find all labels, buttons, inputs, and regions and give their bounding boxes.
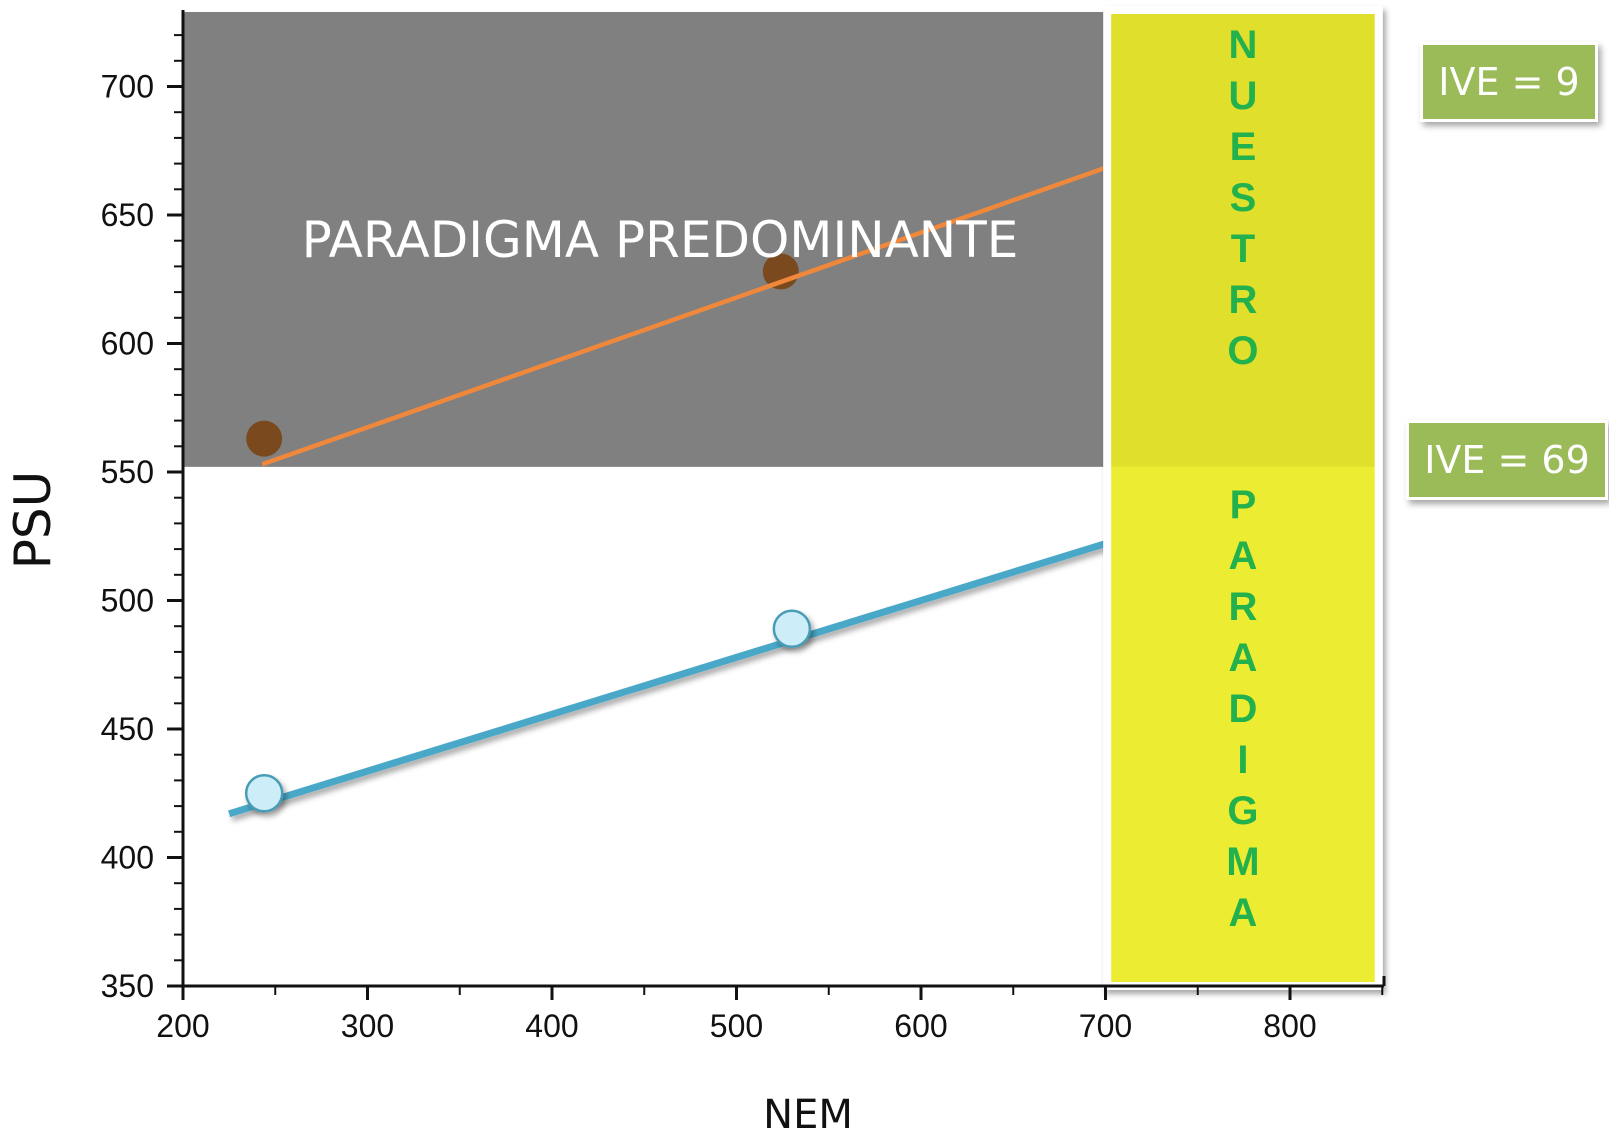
our-paradigm-letter: U xyxy=(1229,74,1258,118)
x-tick-label: 800 xyxy=(1263,1008,1316,1044)
predominant-region xyxy=(183,12,1110,467)
series-0-point-0 xyxy=(246,420,283,457)
our-paradigm-letter: M xyxy=(1226,840,1259,884)
our-paradigm-letter: A xyxy=(1229,636,1258,680)
y-tick-label: 400 xyxy=(101,840,154,876)
our-paradigm-letter: D xyxy=(1229,687,1258,731)
our-paradigm-letter: T xyxy=(1231,227,1255,271)
x-tick-label: 500 xyxy=(710,1008,763,1044)
x-axis-title: NEM xyxy=(763,1092,853,1133)
ive-label-bottom: IVE = 69 xyxy=(1406,420,1608,500)
y-tick-label: 600 xyxy=(101,326,154,362)
y-tick-label: 700 xyxy=(101,69,154,105)
our-paradigm-letter: O xyxy=(1227,329,1258,373)
our-paradigm-letter: G xyxy=(1227,789,1258,833)
our-paradigm-letter: N xyxy=(1229,23,1258,67)
y-tick-label: 650 xyxy=(101,197,154,233)
x-tick-label: 700 xyxy=(1079,1008,1132,1044)
x-tick-label: 200 xyxy=(156,1008,209,1044)
our-paradigm-letter: I xyxy=(1237,738,1248,782)
our-paradigm-letter: S xyxy=(1230,176,1257,220)
y-tick-label: 450 xyxy=(101,711,154,747)
our-paradigm-fill xyxy=(1111,14,1375,982)
ive-label-top: IVE = 9 xyxy=(1420,42,1598,122)
our-paradigm-overlap xyxy=(1111,14,1375,467)
y-tick-label: 550 xyxy=(101,454,154,490)
predominant-label: PARADIGMA PREDOMINANTE xyxy=(302,211,1019,269)
y-tick-label: 350 xyxy=(101,968,154,1004)
our-paradigm-letter: R xyxy=(1229,278,1258,322)
our-paradigm-letter: A xyxy=(1229,891,1258,935)
x-tick-label: 600 xyxy=(894,1008,947,1044)
y-tick-label: 500 xyxy=(101,583,154,619)
y-axis-title: PSU xyxy=(4,471,62,570)
our-paradigm-letter: A xyxy=(1229,534,1258,578)
our-paradigm-letter: P xyxy=(1230,483,1257,527)
x-tick-label: 400 xyxy=(525,1008,578,1044)
series-1-point-1 xyxy=(772,609,812,649)
x-tick-label: 300 xyxy=(341,1008,394,1044)
our-paradigm-letter: R xyxy=(1229,585,1258,629)
series-1-point-0 xyxy=(244,774,284,813)
our-paradigm-letter: E xyxy=(1230,125,1257,169)
